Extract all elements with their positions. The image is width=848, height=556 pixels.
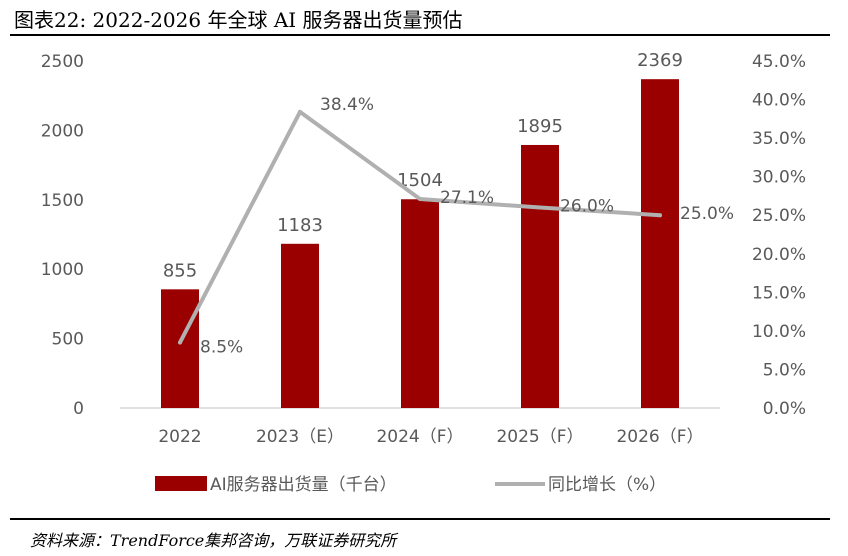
bar-value-label: 2369 bbox=[637, 50, 683, 71]
x-tick-label: 2024（F） bbox=[376, 427, 463, 447]
line-value-label: 25.0% bbox=[680, 204, 734, 224]
bar-value-label: 1895 bbox=[517, 116, 563, 137]
y-right-tick-label: 45.0% bbox=[752, 52, 806, 72]
y-right-tick-label: 35.0% bbox=[752, 129, 806, 149]
source-note: 资料来源：TrendForce集邦咨询，万联证券研究所 bbox=[30, 531, 397, 550]
y-left-tick-label: 1000 bbox=[41, 260, 84, 280]
growth-point-3 bbox=[538, 205, 542, 210]
y-right-tick-label: 40.0% bbox=[752, 91, 806, 111]
y-left-tick-label: 0 bbox=[73, 399, 84, 419]
figure-title: 图表22: 2022-2026 年全球 AI 服务器出货量预估 bbox=[14, 8, 463, 32]
growth-point-4 bbox=[658, 213, 662, 218]
legend-swatch-bar bbox=[155, 476, 207, 491]
line-value-label: 27.1% bbox=[440, 188, 494, 208]
y-right-tick-label: 25.0% bbox=[752, 206, 806, 226]
y-right-tick-label: 15.0% bbox=[752, 283, 806, 303]
y-right-tick-label: 30.0% bbox=[752, 168, 806, 188]
y-right-tick-label: 5.0% bbox=[763, 360, 806, 380]
growth-point-2 bbox=[418, 197, 422, 202]
chart: 0 500 1000 1500 2000 2500 0.0% 5.0% 10.0% 15.0% 20… bbox=[41, 50, 806, 495]
bar-0 bbox=[161, 289, 199, 408]
y-right-tick-label: 10.0% bbox=[752, 322, 806, 342]
bar-1 bbox=[281, 243, 319, 408]
line-value-label: 8.5% bbox=[200, 337, 243, 357]
bottom-rule bbox=[10, 518, 830, 520]
bar-value-label: 1504 bbox=[397, 170, 443, 191]
top-rule bbox=[10, 34, 830, 36]
y-right-tick-label: 20.0% bbox=[752, 245, 806, 265]
line-value-label: 38.4% bbox=[320, 95, 374, 115]
y-right-tick-label: 0.0% bbox=[763, 399, 806, 419]
x-tick-label: 2026（F） bbox=[616, 427, 703, 447]
bar-4 bbox=[641, 79, 679, 408]
x-tick-label: 2023（E） bbox=[256, 427, 344, 447]
y-left-tick-label: 1500 bbox=[41, 191, 84, 211]
bar-value-label: 855 bbox=[163, 260, 197, 281]
y-left-tick-label: 2000 bbox=[41, 121, 84, 141]
growth-point-1 bbox=[298, 109, 302, 114]
y-left-tick-label: 500 bbox=[52, 330, 84, 350]
bar-2 bbox=[401, 199, 439, 408]
x-tick-label: 2025（F） bbox=[496, 427, 583, 447]
line-value-label: 26.0% bbox=[560, 197, 614, 217]
y-left-tick-label: 2500 bbox=[41, 52, 84, 72]
growth-point-0 bbox=[178, 340, 182, 345]
legend-label-line: 同比增长（%） bbox=[548, 475, 666, 495]
x-tick-label: 2022 bbox=[158, 427, 201, 447]
bar-value-label: 1183 bbox=[277, 215, 323, 236]
bar-3 bbox=[521, 144, 559, 408]
legend-label-bar: AI服务器出货量（千台） bbox=[210, 475, 397, 495]
